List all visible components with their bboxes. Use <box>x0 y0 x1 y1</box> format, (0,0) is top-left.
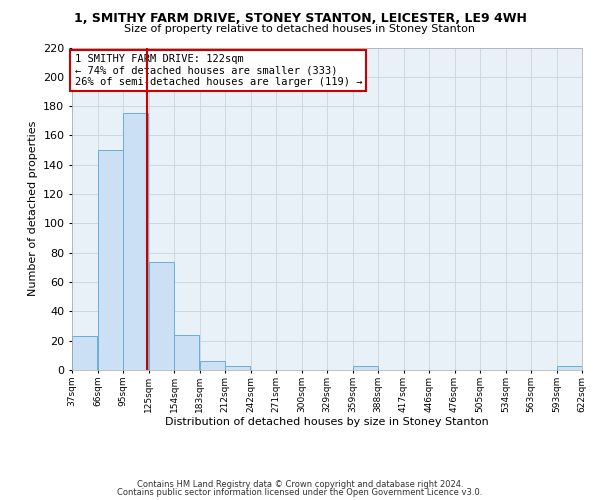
Bar <box>98 150 122 370</box>
Bar <box>175 335 199 370</box>
Bar <box>200 361 224 370</box>
Text: Contains HM Land Registry data © Crown copyright and database right 2024.: Contains HM Land Registry data © Crown c… <box>137 480 463 489</box>
Bar <box>353 366 377 370</box>
X-axis label: Distribution of detached houses by size in Stoney Stanton: Distribution of detached houses by size … <box>165 418 489 428</box>
Text: 1, SMITHY FARM DRIVE, STONEY STANTON, LEICESTER, LE9 4WH: 1, SMITHY FARM DRIVE, STONEY STANTON, LE… <box>74 12 526 26</box>
Bar <box>557 366 581 370</box>
Bar <box>124 114 148 370</box>
Bar <box>73 336 97 370</box>
Y-axis label: Number of detached properties: Number of detached properties <box>28 121 38 296</box>
Bar <box>149 262 173 370</box>
Text: Size of property relative to detached houses in Stoney Stanton: Size of property relative to detached ho… <box>125 24 476 34</box>
Bar <box>226 366 250 370</box>
Text: 1 SMITHY FARM DRIVE: 122sqm
← 74% of detached houses are smaller (333)
26% of se: 1 SMITHY FARM DRIVE: 122sqm ← 74% of det… <box>74 54 362 87</box>
Text: Contains public sector information licensed under the Open Government Licence v3: Contains public sector information licen… <box>118 488 482 497</box>
